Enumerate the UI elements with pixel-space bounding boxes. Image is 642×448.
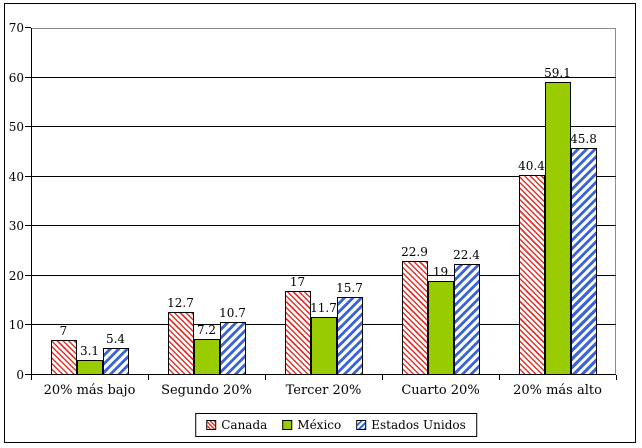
- y-axis-tick-label: 40: [8, 169, 24, 184]
- legend-swatch-icon: [356, 420, 367, 430]
- bar-canada: [284, 290, 311, 375]
- bar-canada: [518, 174, 545, 375]
- legend-label: Estados Unidos: [371, 418, 466, 432]
- gridline-y-40: [31, 175, 616, 177]
- y-axis-tick-30: [25, 225, 31, 227]
- bar-value-label: 45.8: [570, 131, 597, 146]
- bar-value-label: 59.1: [544, 66, 571, 81]
- y-axis-tick-label: 30: [8, 219, 24, 234]
- gridline-y-50: [31, 126, 616, 128]
- bar-estados-unidos: [336, 297, 363, 375]
- legend-item-canada: Canada: [206, 418, 267, 432]
- y-axis-tick-10: [25, 324, 31, 326]
- bar-méxico: [427, 280, 454, 375]
- bar-value-label: 22.4: [453, 247, 480, 262]
- x-axis-tick-2: [265, 375, 266, 380]
- bar-estados-unidos: [102, 348, 129, 375]
- bar-estados-unidos: [453, 263, 480, 375]
- x-axis-tick-1: [148, 375, 149, 380]
- y-axis-tick-label: 20: [8, 268, 24, 283]
- bar-value-label: 5.4: [105, 332, 126, 347]
- bar-canada: [167, 312, 194, 375]
- plot-area: 7 3.1 5.4 12.7 7.2 10.7 17 11.7 15.7 22.9 19 22.4 40…: [25, 27, 617, 380]
- x-category-label: 20% más bajo: [43, 383, 136, 398]
- y-axis-tick-label: 60: [8, 70, 24, 85]
- bar-value-label: 11.7: [310, 301, 337, 316]
- legend-item-méxico: México: [282, 418, 341, 432]
- x-axis-tick-3: [382, 375, 383, 380]
- bar-value-label: 7.2: [196, 323, 217, 338]
- plot-border-right: [615, 28, 616, 375]
- x-axis-tick-0: [31, 375, 32, 380]
- y-axis-tick-0: [25, 374, 31, 375]
- bar-canada: [401, 261, 428, 375]
- gridline-y-30: [31, 225, 616, 227]
- legend-label: Canada: [221, 418, 268, 432]
- bar-méxico: [544, 82, 571, 375]
- bar-estados-unidos: [219, 321, 246, 375]
- y-axis-tick-40: [25, 175, 31, 177]
- y-axis-tick-label: 10: [8, 318, 24, 333]
- legend-swatch-icon: [282, 420, 293, 430]
- bar-estados-unidos: [570, 147, 597, 375]
- legend-label: México: [297, 418, 342, 432]
- legend: Canada México Estados Unidos: [195, 413, 477, 437]
- bar-méxico: [193, 339, 220, 375]
- x-category-label: Cuarto 20%: [401, 383, 480, 398]
- legend-item-estados-unidos: Estados Unidos: [356, 418, 466, 432]
- y-axis-tick-label: 50: [8, 120, 24, 135]
- plot-border-top: [31, 28, 616, 29]
- y-axis-line: [31, 28, 32, 375]
- x-category-label: Tercer 20%: [285, 383, 362, 398]
- x-category-label: 20% más alto: [513, 383, 602, 398]
- y-axis-tick-50: [25, 126, 31, 128]
- y-axis-tick-label: 70: [8, 21, 24, 35]
- x-category-label: Segundo 20%: [161, 383, 252, 398]
- bar-value-label: 17: [289, 274, 306, 289]
- bar-value-label: 22.9: [401, 245, 428, 260]
- bar-méxico: [76, 359, 103, 375]
- y-axis-tick-70: [25, 27, 31, 28]
- bar-value-label: 3.1: [79, 343, 100, 358]
- bar-value-label: 19: [432, 264, 449, 279]
- bar-value-label: 7: [59, 324, 68, 339]
- y-axis-tick-20: [25, 274, 31, 276]
- y-axis-tick-label: 0: [16, 368, 24, 382]
- bar-value-label: 10.7: [219, 305, 246, 320]
- bar-méxico: [310, 317, 337, 375]
- bar-canada: [50, 340, 77, 375]
- bar-value-label: 40.4: [518, 158, 545, 173]
- legend-swatch-icon: [206, 420, 217, 430]
- bar-value-label: 12.7: [167, 296, 194, 311]
- x-axis-tick-5: [616, 375, 617, 380]
- y-axis-tick-60: [25, 76, 31, 78]
- gridline-y-60: [31, 76, 616, 78]
- x-axis-tick-4: [499, 375, 500, 380]
- bar-value-label: 15.7: [336, 281, 363, 296]
- gridline-y-20: [31, 274, 616, 276]
